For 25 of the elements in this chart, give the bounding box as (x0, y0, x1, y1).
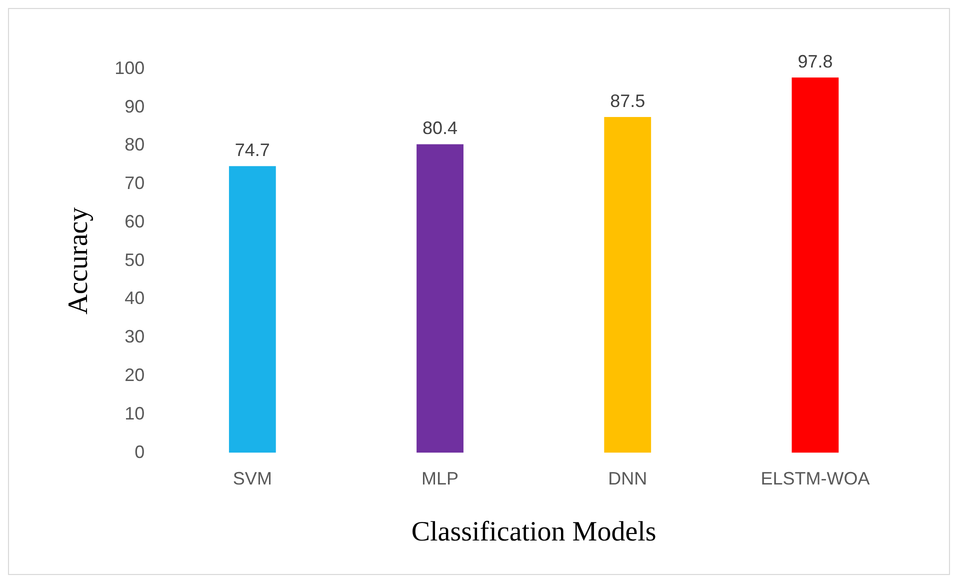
y-axis-title: Accuracy (63, 207, 94, 315)
x-tick-label: ELSTM-WOA (760, 468, 870, 489)
y-tick-label: 30 (124, 326, 145, 347)
bar (604, 116, 652, 453)
y-tick-label: 50 (124, 250, 145, 270)
x-tick-label: SVM (232, 468, 272, 489)
data-label: 87.5 (610, 90, 646, 111)
x-tick-label: MLP (422, 468, 459, 489)
x-axis-title: Classification Models (411, 516, 656, 548)
y-tick-label: 80 (124, 134, 145, 155)
x-tick-label: DNN (608, 468, 648, 489)
y-tick-label: 70 (124, 173, 145, 194)
y-tick-label: 20 (124, 365, 145, 386)
y-tick-label: 10 (124, 403, 145, 424)
y-tick-label: 40 (124, 288, 145, 308)
data-label: 80.4 (422, 118, 458, 138)
y-tick-label: 60 (124, 211, 145, 232)
data-label: 97.8 (798, 51, 833, 72)
bar (416, 144, 464, 453)
y-tick-label: 100 (114, 58, 145, 78)
bar (792, 77, 839, 453)
bar (228, 166, 276, 453)
data-label: 74.7 (234, 140, 270, 160)
y-tick-label: 90 (124, 96, 145, 116)
y-tick-label: 0 (134, 442, 145, 462)
